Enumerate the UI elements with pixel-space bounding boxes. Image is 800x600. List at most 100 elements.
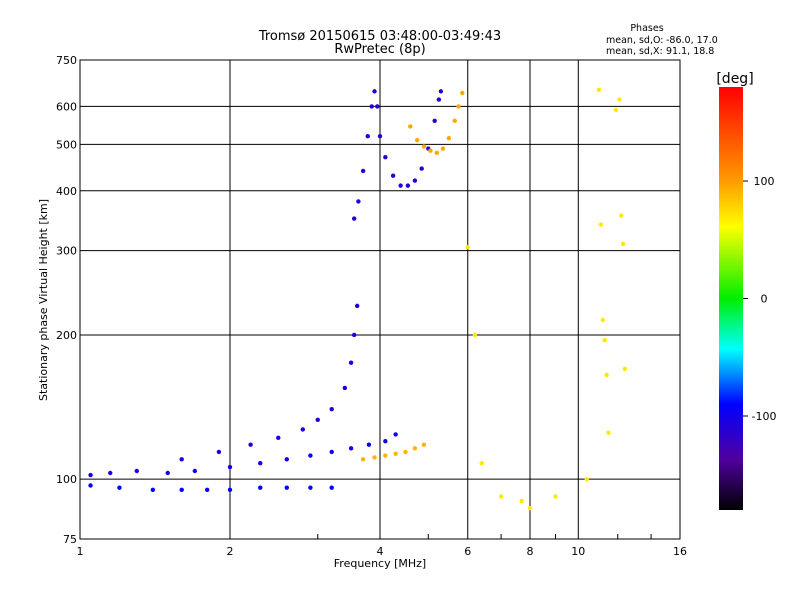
stats-x-label: mean, sd,X: — [606, 46, 663, 57]
grid — [80, 60, 680, 539]
data-point — [434, 150, 439, 156]
x-tick-label: 8 — [527, 545, 534, 558]
data-point — [436, 97, 442, 102]
x-tick-label: 10 — [571, 545, 585, 558]
data-point — [134, 468, 139, 474]
stats-o-label: mean, sd,O: — [606, 35, 664, 46]
data-point — [613, 107, 619, 113]
data-point — [403, 449, 408, 455]
data-point — [372, 89, 377, 94]
data-point — [596, 87, 602, 92]
data-point — [329, 449, 334, 455]
data-point — [342, 385, 348, 391]
data-point — [600, 317, 606, 323]
stats-o-values: -86.0, 17.0 — [666, 35, 718, 46]
data-point — [329, 485, 334, 490]
data-point — [620, 241, 626, 246]
y-tick-label: 200 — [56, 329, 77, 342]
data-point — [393, 432, 398, 437]
data-point — [383, 155, 388, 160]
data-point — [348, 446, 354, 451]
x-tick-label: 16 — [673, 545, 687, 558]
data-point — [390, 173, 396, 178]
data-point — [315, 417, 320, 423]
data-point — [460, 90, 465, 96]
stats-heading: Phases — [630, 23, 663, 34]
data-point — [398, 183, 403, 188]
data-point — [432, 118, 437, 123]
colorbar-tick-label: -100 — [752, 410, 777, 423]
data-point — [419, 166, 424, 171]
colorbar-tick-label: 100 — [754, 175, 775, 188]
colorbar-ticks: 100 0 -100 — [743, 175, 776, 423]
data-point — [412, 446, 418, 451]
data-point — [602, 338, 607, 343]
data-point — [356, 199, 361, 204]
data-point — [438, 89, 444, 94]
data-point — [440, 146, 446, 151]
data-point — [377, 133, 383, 139]
data-point — [88, 472, 93, 478]
data-point — [408, 124, 413, 129]
y-tick-label: 400 — [56, 185, 77, 198]
y-tick-label: 500 — [56, 138, 77, 151]
data-point — [421, 144, 427, 149]
data-point — [117, 485, 122, 490]
data-point — [348, 360, 354, 365]
stats-x-values: 91.1, 18.8 — [666, 46, 714, 57]
data-point — [216, 449, 222, 455]
x-tick-label: 2 — [227, 545, 234, 558]
data-point — [227, 464, 233, 470]
data-point — [360, 457, 366, 462]
data-point — [383, 453, 388, 458]
y-axis-label: Stationary phase Virtual Height [km] — [37, 199, 50, 401]
data-point — [604, 372, 609, 378]
data-point — [383, 439, 388, 444]
data-point — [405, 183, 411, 188]
data-point — [248, 442, 253, 447]
data-point — [284, 457, 289, 462]
colorbar-tick-label: 0 — [761, 293, 768, 306]
colorbar — [719, 87, 743, 510]
y-tick-label: 100 — [56, 473, 77, 486]
data-point — [412, 178, 418, 183]
data-point — [192, 468, 198, 474]
data-points — [88, 87, 628, 511]
data-point — [369, 104, 374, 109]
data-point — [308, 453, 313, 458]
data-point — [227, 487, 233, 493]
data-point — [375, 104, 380, 109]
chart-subtitle: RwPretec (8p) — [334, 42, 425, 57]
data-point — [329, 406, 334, 412]
data-point — [258, 485, 263, 490]
x-tick-label: 4 — [377, 545, 384, 558]
data-point — [527, 505, 533, 511]
data-point — [372, 455, 377, 460]
data-point — [276, 435, 281, 440]
data-point — [165, 470, 170, 476]
y-tick-label: 750 — [56, 54, 77, 67]
data-point — [622, 366, 628, 371]
data-point — [351, 332, 357, 338]
data-point — [456, 104, 461, 109]
chart-title: Tromsø 20150615 03:48:00-03:49:43 — [258, 29, 501, 44]
data-point — [465, 244, 470, 250]
y-tick-label: 75 — [63, 533, 77, 546]
plot-frame — [79, 59, 681, 540]
data-point — [108, 470, 113, 476]
y-axis: 75 100 200 300 400 500 600 750 — [56, 54, 77, 546]
data-point — [150, 487, 156, 493]
data-point — [479, 460, 484, 466]
data-point — [179, 487, 184, 493]
colorbar-label: [deg] — [716, 71, 753, 87]
data-point — [300, 427, 306, 432]
data-point — [366, 442, 372, 447]
y-tick-label: 300 — [56, 245, 77, 258]
phase-stats: Phases mean, sd,O: -86.0, 17.0 mean, sd,… — [606, 23, 718, 57]
x-axis: 1 2 4 6 8 10 16 — [77, 534, 687, 558]
data-point — [428, 148, 433, 153]
data-point — [452, 118, 457, 123]
data-point — [354, 303, 360, 309]
data-point — [204, 487, 210, 493]
